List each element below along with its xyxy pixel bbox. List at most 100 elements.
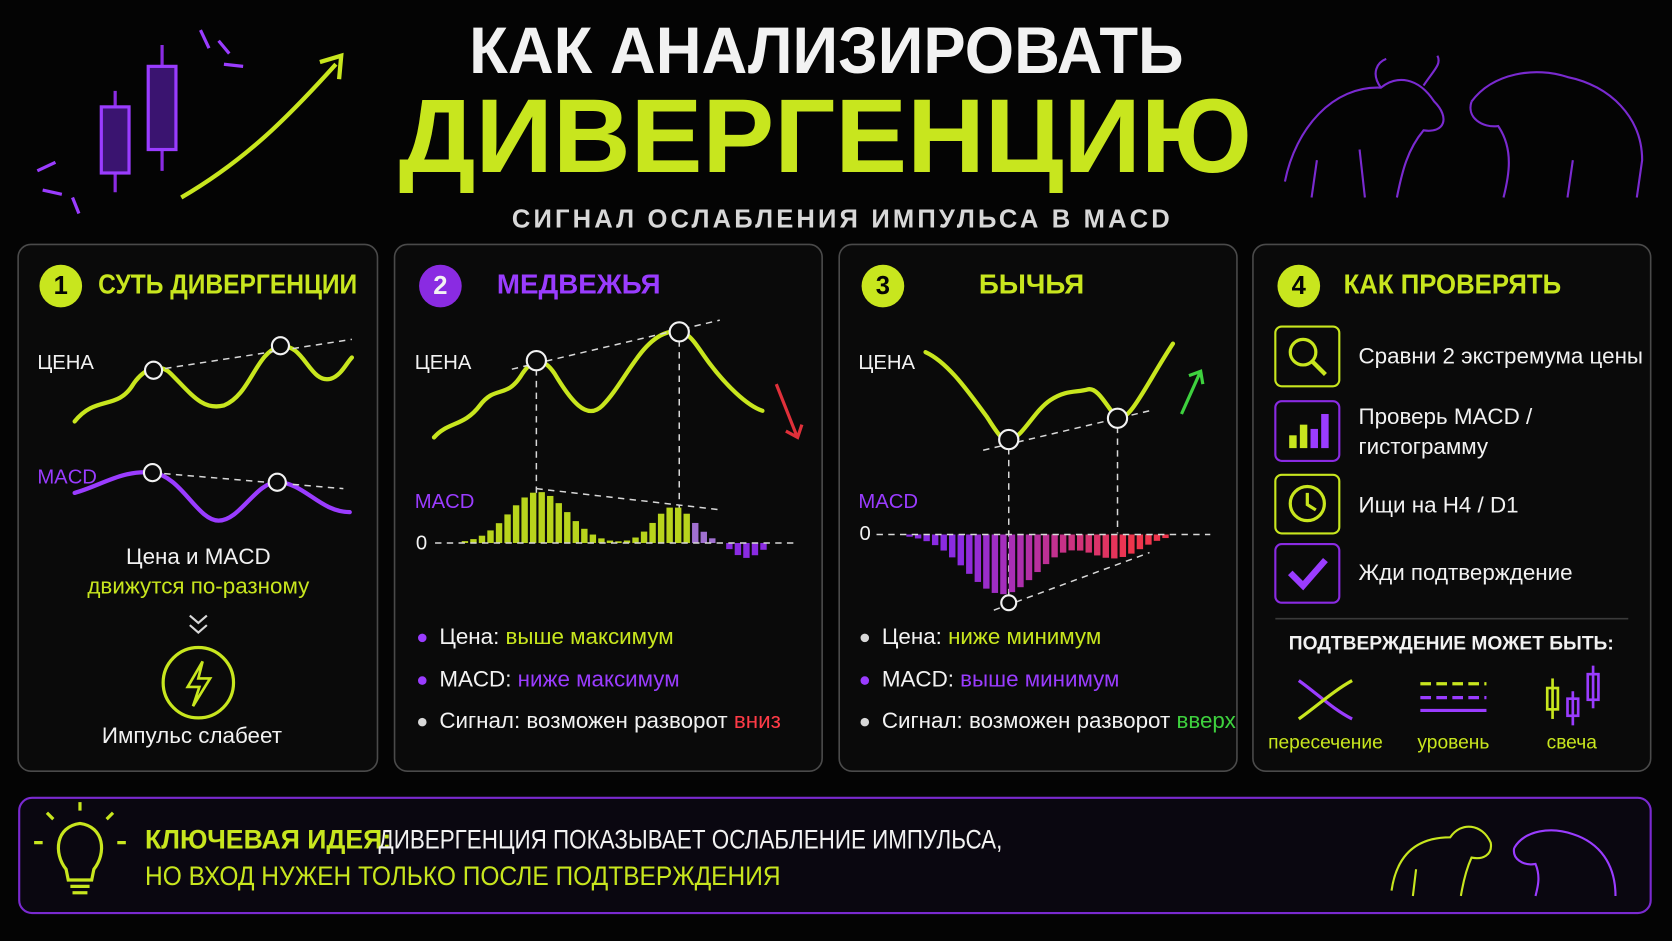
extreme-marker bbox=[668, 321, 690, 343]
icon-box bbox=[1274, 543, 1341, 604]
bullet-text: MACD: ниже максимум bbox=[439, 666, 679, 691]
histogram-bar bbox=[751, 543, 759, 556]
histogram-bar bbox=[615, 541, 622, 544]
trend-line bbox=[993, 551, 1150, 611]
bullet-list: Цена: выше максимум MACD: ниже максимум … bbox=[418, 624, 781, 733]
extreme-marker bbox=[1106, 407, 1129, 429]
histogram-bar bbox=[726, 543, 733, 550]
bullet bbox=[418, 676, 427, 685]
histogram-bar bbox=[683, 513, 690, 544]
histogram-bar bbox=[931, 534, 939, 546]
number: 4 bbox=[1292, 272, 1307, 300]
histogram-bar bbox=[1034, 534, 1041, 573]
histogram-bar bbox=[606, 540, 614, 544]
bullet bbox=[418, 633, 427, 643]
number-badge bbox=[419, 264, 462, 308]
up-arrow bbox=[1180, 369, 1205, 415]
histogram-bar bbox=[760, 543, 767, 550]
footer-label: КЛЮЧЕВАЯ ИДЕЯ: bbox=[145, 825, 391, 855]
icon-box bbox=[1274, 400, 1341, 462]
histogram-bar bbox=[649, 522, 656, 544]
histogram-bar bbox=[1000, 534, 1007, 595]
histogram-bar bbox=[632, 537, 639, 544]
footer-line2: НО ВХОД НУЖЕН ТОЛЬКО ПОСЛЕ ПОДТВЕРЖДЕНИЯ bbox=[145, 861, 781, 891]
bullet-label: Цена: bbox=[439, 624, 499, 649]
histogram-bar bbox=[957, 534, 964, 566]
lightbulb-icon bbox=[34, 802, 126, 895]
bullet-label: MACD: bbox=[882, 666, 954, 691]
extreme-marker bbox=[143, 360, 164, 380]
panel bbox=[393, 243, 823, 773]
histogram-bar bbox=[709, 538, 716, 544]
trend-line bbox=[536, 487, 722, 511]
chevron-icon bbox=[189, 614, 208, 634]
histogram-bar bbox=[487, 530, 494, 544]
histogram-bar bbox=[940, 534, 947, 551]
number: 3 bbox=[876, 272, 890, 300]
zero-label: 0 bbox=[859, 523, 870, 545]
histogram-bar bbox=[734, 543, 742, 556]
price-label: ЦЕНА bbox=[858, 352, 915, 374]
icon-box bbox=[1274, 325, 1341, 388]
histogram-bar bbox=[1059, 534, 1067, 553]
histogram-bar bbox=[547, 495, 554, 544]
check-text: Ищи на H4 / D1 bbox=[1359, 493, 1519, 518]
histogram-bar bbox=[1076, 534, 1084, 551]
confirm-type: свеча bbox=[1547, 733, 1598, 754]
number: 2 bbox=[433, 272, 447, 300]
level-icon bbox=[1420, 682, 1487, 713]
histogram-bar bbox=[1119, 534, 1127, 557]
footer-bull-bear bbox=[1390, 825, 1617, 897]
title-line1: КАК АНАЛИЗИРОВАТЬ bbox=[469, 14, 1183, 88]
histogram-bar bbox=[1008, 534, 1016, 593]
histogram-bar bbox=[1051, 534, 1058, 558]
number: 1 bbox=[54, 272, 68, 300]
bullet-label: Сигнал: возможен разворот bbox=[882, 708, 1170, 733]
histogram-bar bbox=[914, 534, 922, 539]
check-text: Проверь MACD / bbox=[1359, 404, 1533, 429]
bullet-value: ниже максимум bbox=[518, 666, 680, 691]
extreme-marker bbox=[267, 472, 287, 492]
histogram-bar bbox=[623, 540, 631, 544]
histogram-bar bbox=[1145, 534, 1152, 545]
histogram-bar bbox=[504, 514, 511, 544]
histogram-bar bbox=[589, 534, 597, 544]
subtitle: СИГНАЛ ОСЛАБЛЕНИЯ ИМПУЛЬСА В MACD bbox=[512, 206, 1173, 234]
histogram-bar bbox=[1111, 534, 1118, 559]
extreme-marker bbox=[142, 463, 163, 483]
zero-label: 0 bbox=[416, 532, 427, 554]
histogram-bar bbox=[1136, 534, 1144, 550]
bull-bear-decoration bbox=[1283, 55, 1644, 198]
bullet-value: выше минимум bbox=[960, 666, 1119, 691]
histogram-bar bbox=[640, 531, 648, 544]
bullet-text: Сигнал: возможен разворот вверх bbox=[882, 708, 1236, 733]
bullet-value: вниз bbox=[734, 708, 781, 733]
confirm-title: ПОДТВЕРЖДЕНИЕ МОЖЕТ БЫТЬ: bbox=[1289, 633, 1614, 654]
bullet bbox=[860, 676, 870, 685]
number-badge bbox=[861, 264, 905, 308]
histogram-bar bbox=[974, 534, 982, 582]
histogram-bar bbox=[529, 492, 537, 544]
summary-line2: движутся по-разному bbox=[87, 574, 310, 599]
bullet-value: ниже минимум bbox=[948, 624, 1101, 649]
confirm-type: пересечение bbox=[1268, 733, 1383, 754]
panel-title: БЫЧЬЯ bbox=[979, 268, 1084, 299]
bullet-value: выше максимум bbox=[506, 624, 674, 649]
histogram-bar bbox=[666, 507, 673, 544]
histogram-bar bbox=[478, 535, 486, 544]
histogram-bar bbox=[1162, 534, 1169, 539]
check-icon bbox=[1287, 557, 1328, 591]
histogram-bar bbox=[581, 528, 588, 544]
histogram-bar bbox=[572, 521, 580, 544]
result-text: Импульс слабеет bbox=[102, 723, 282, 748]
histogram-bar bbox=[966, 534, 973, 574]
impulse-icon bbox=[161, 645, 236, 720]
bullet-text: MACD: выше минимум bbox=[882, 666, 1120, 691]
panel bbox=[838, 243, 1238, 773]
histogram-bar bbox=[991, 534, 999, 593]
histogram-bar bbox=[1102, 534, 1109, 558]
histogram-bar bbox=[512, 505, 520, 544]
check-text: гистограмму bbox=[1359, 434, 1489, 459]
price-line bbox=[431, 329, 765, 440]
